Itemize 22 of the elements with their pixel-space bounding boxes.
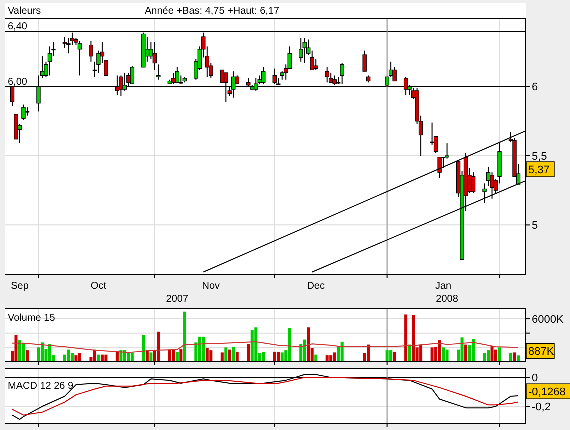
text: MACD 12 26 9: [8, 381, 74, 392]
x2-tick-label: 2007: [166, 294, 189, 305]
ref-line-label: 6,00: [8, 76, 28, 88]
y-tick-label: 6000K: [532, 314, 564, 326]
x-tick-label: Jan: [435, 281, 452, 292]
chart-title: Volume 15: [8, 313, 56, 324]
chart-subtitle: Année +Bas: 4,75 +Haut: 6,17: [145, 6, 280, 17]
y-tick-label: -0,2: [532, 401, 551, 414]
x-tick-label: Dec: [307, 281, 325, 292]
x-tick-label: Oct: [90, 281, 107, 292]
x2-tick-label: 2008: [436, 294, 459, 305]
annotation: 887K: [528, 346, 555, 358]
annotation: -0,1268: [528, 386, 566, 398]
ref-line-label: 6,40: [8, 21, 28, 32]
chart-title: Valeurs: [8, 6, 42, 17]
y-tick-label: 5,5: [532, 150, 548, 163]
y-tick-label: 0: [532, 372, 538, 385]
y-tick-label: 5: [532, 220, 538, 232]
x-tick-label: Sep: [11, 281, 30, 292]
x-tick-label: Nov: [202, 281, 220, 292]
annotation: 5,37: [528, 164, 550, 176]
y-tick-label: 6: [532, 82, 538, 94]
